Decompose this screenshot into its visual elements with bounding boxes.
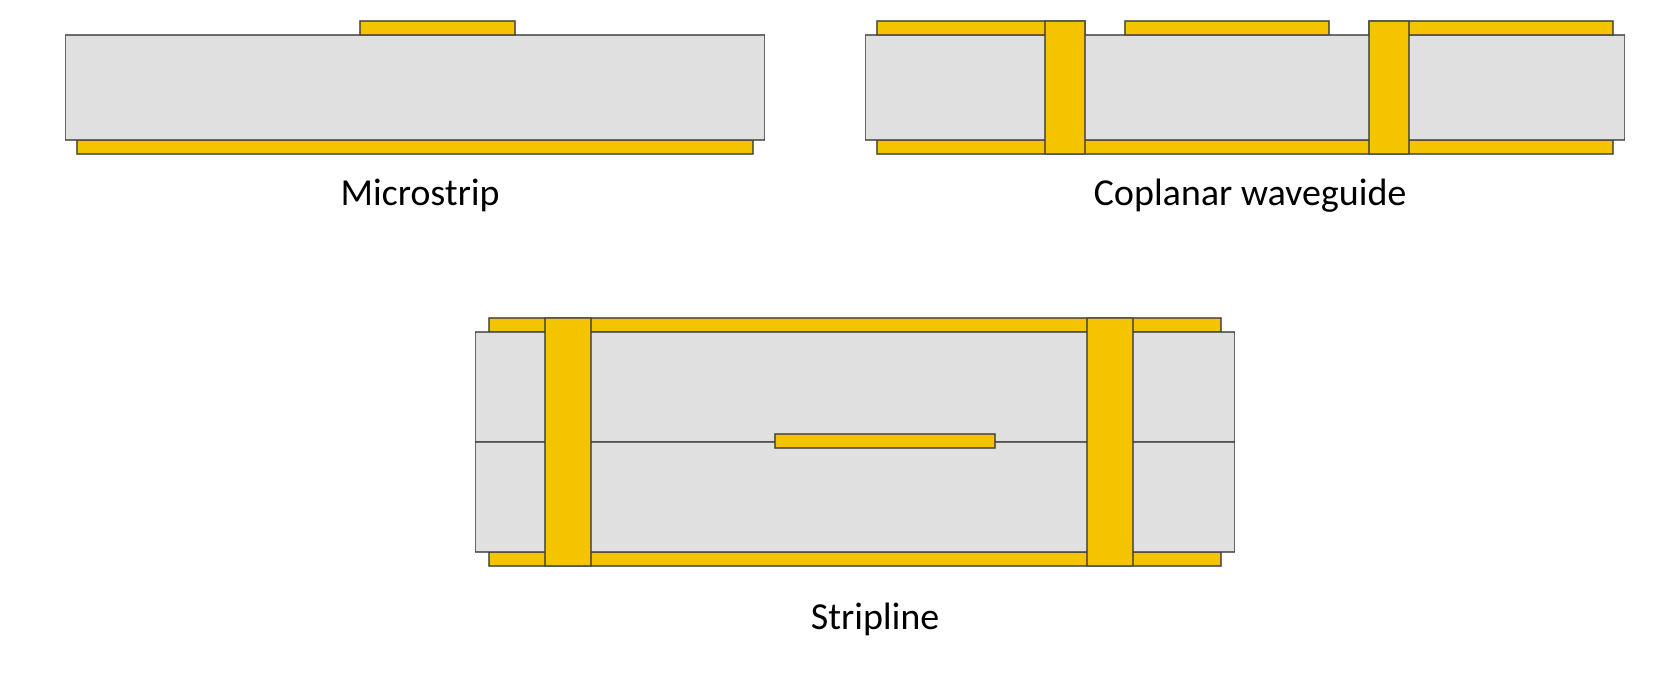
stripline-diagram bbox=[475, 310, 1235, 580]
coplanar-diagram bbox=[865, 15, 1625, 165]
microstrip-trace bbox=[360, 21, 515, 35]
microstrip-label: Microstrip bbox=[220, 170, 620, 216]
stripline-via-1 bbox=[545, 318, 591, 566]
microstrip-diagram bbox=[65, 15, 765, 165]
microstrip-ground bbox=[77, 140, 753, 154]
microstrip-svg bbox=[65, 15, 765, 165]
stripline-via-2 bbox=[1087, 318, 1133, 566]
coplanar-via-2 bbox=[1369, 21, 1409, 154]
coplanar-ground bbox=[877, 140, 1613, 154]
coplanar-via-1 bbox=[1045, 21, 1085, 154]
stripline-trace bbox=[775, 434, 995, 448]
stripline-svg bbox=[475, 310, 1235, 580]
coplanar-label: Coplanar waveguide bbox=[1050, 170, 1450, 216]
microstrip-substrate bbox=[65, 35, 765, 140]
coplanar-substrate bbox=[865, 35, 1625, 140]
coplanar-svg bbox=[865, 15, 1625, 165]
coplanar-top-center bbox=[1125, 21, 1329, 35]
stripline-label: Stripline bbox=[775, 594, 975, 640]
